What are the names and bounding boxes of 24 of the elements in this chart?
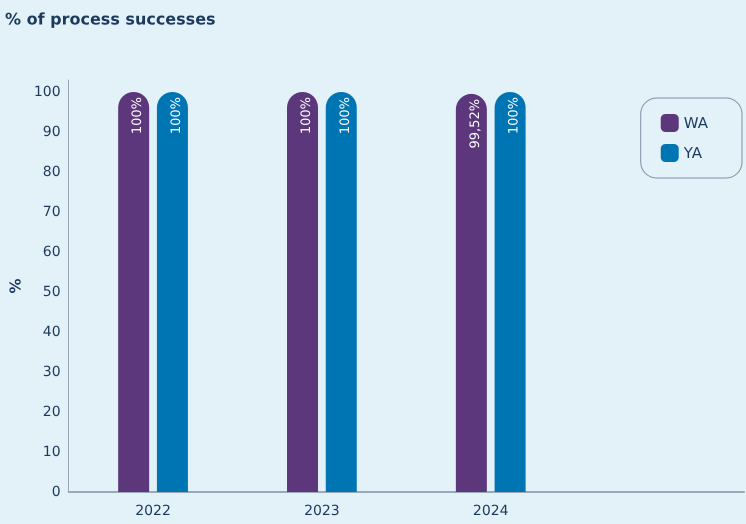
y-tick-label: 0 — [52, 484, 61, 500]
y-tick-label: 40 — [42, 324, 61, 340]
x-tick-label: 2022 — [135, 503, 171, 519]
y-tick-label: 80 — [42, 164, 61, 180]
y-tick-label: 50 — [42, 284, 61, 300]
y-tick-label: 100 — [34, 84, 61, 100]
data-label: 100% — [168, 97, 184, 134]
data-label: 99,52% — [468, 98, 483, 148]
y-tick-label: 60 — [42, 244, 61, 260]
data-label: 100% — [299, 97, 314, 134]
x-tick-label: 2023 — [304, 503, 340, 519]
legend-label: WA — [684, 114, 709, 132]
y-tick-label: 30 — [42, 364, 61, 380]
y-tick-label: 90 — [42, 124, 61, 140]
data-label: 100% — [130, 97, 146, 134]
y-tick-label: 20 — [42, 404, 61, 420]
y-tick-label: 10 — [42, 444, 61, 460]
data-label: 100% — [338, 97, 353, 134]
chart-title: % of process successes — [5, 10, 216, 28]
y-tick-label: 70 — [42, 204, 61, 220]
legend-label: YA — [682, 144, 703, 162]
x-tick-label: 2024 — [472, 503, 509, 519]
y-axis-title: % — [6, 278, 24, 294]
data-label: 100% — [506, 97, 522, 134]
